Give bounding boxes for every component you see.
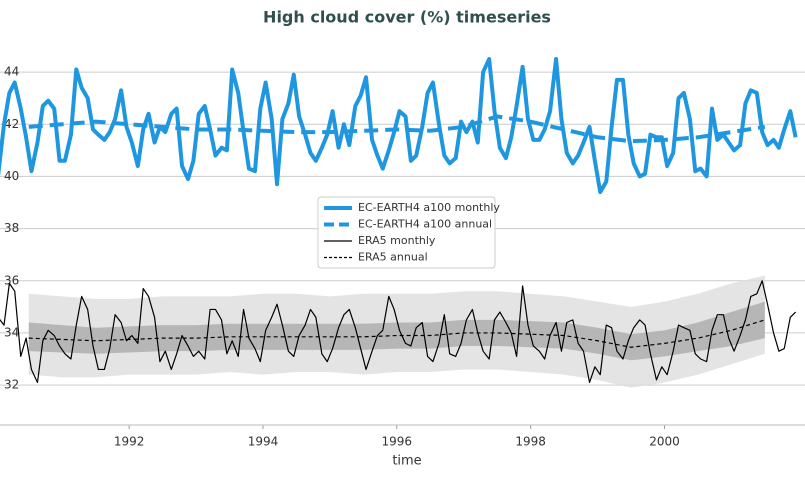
y-tick-label: 36 xyxy=(4,273,19,287)
x-tick-label: 1998 xyxy=(515,435,546,449)
y-tick-label: 34 xyxy=(4,325,19,339)
band xyxy=(28,301,765,361)
x-tick-label: 1994 xyxy=(248,435,279,449)
series-line xyxy=(0,57,798,195)
series-line xyxy=(28,319,766,348)
series-line xyxy=(28,114,766,144)
y-tick-label: 42 xyxy=(4,117,19,131)
x-tick-label: 2000 xyxy=(649,435,680,449)
legend: EC-EARTH4 a100 monthly EC-EARTH4 a100 ann… xyxy=(317,196,500,269)
legend-box xyxy=(317,196,496,269)
legend-label: ERA5 monthly xyxy=(358,234,436,247)
x-tick-label: 1996 xyxy=(382,435,413,449)
chart-title: High cloud cover (%) timeseries xyxy=(263,8,551,27)
y-tick-label: 40 xyxy=(4,169,19,183)
series-line xyxy=(0,280,797,384)
x-tick-label: 1992 xyxy=(114,435,145,449)
y-tick-label: 44 xyxy=(4,65,19,79)
y-tick-label: 32 xyxy=(4,378,19,392)
y-tick-label: 38 xyxy=(4,221,19,235)
legend-label: EC-EARTH4 a100 monthly xyxy=(358,201,500,214)
legend-label: EC-EARTH4 a100 annual xyxy=(358,218,492,231)
legend-label: ERA5 annual xyxy=(358,251,428,264)
x-axis-label: time xyxy=(392,454,421,469)
plot-area xyxy=(0,57,798,388)
